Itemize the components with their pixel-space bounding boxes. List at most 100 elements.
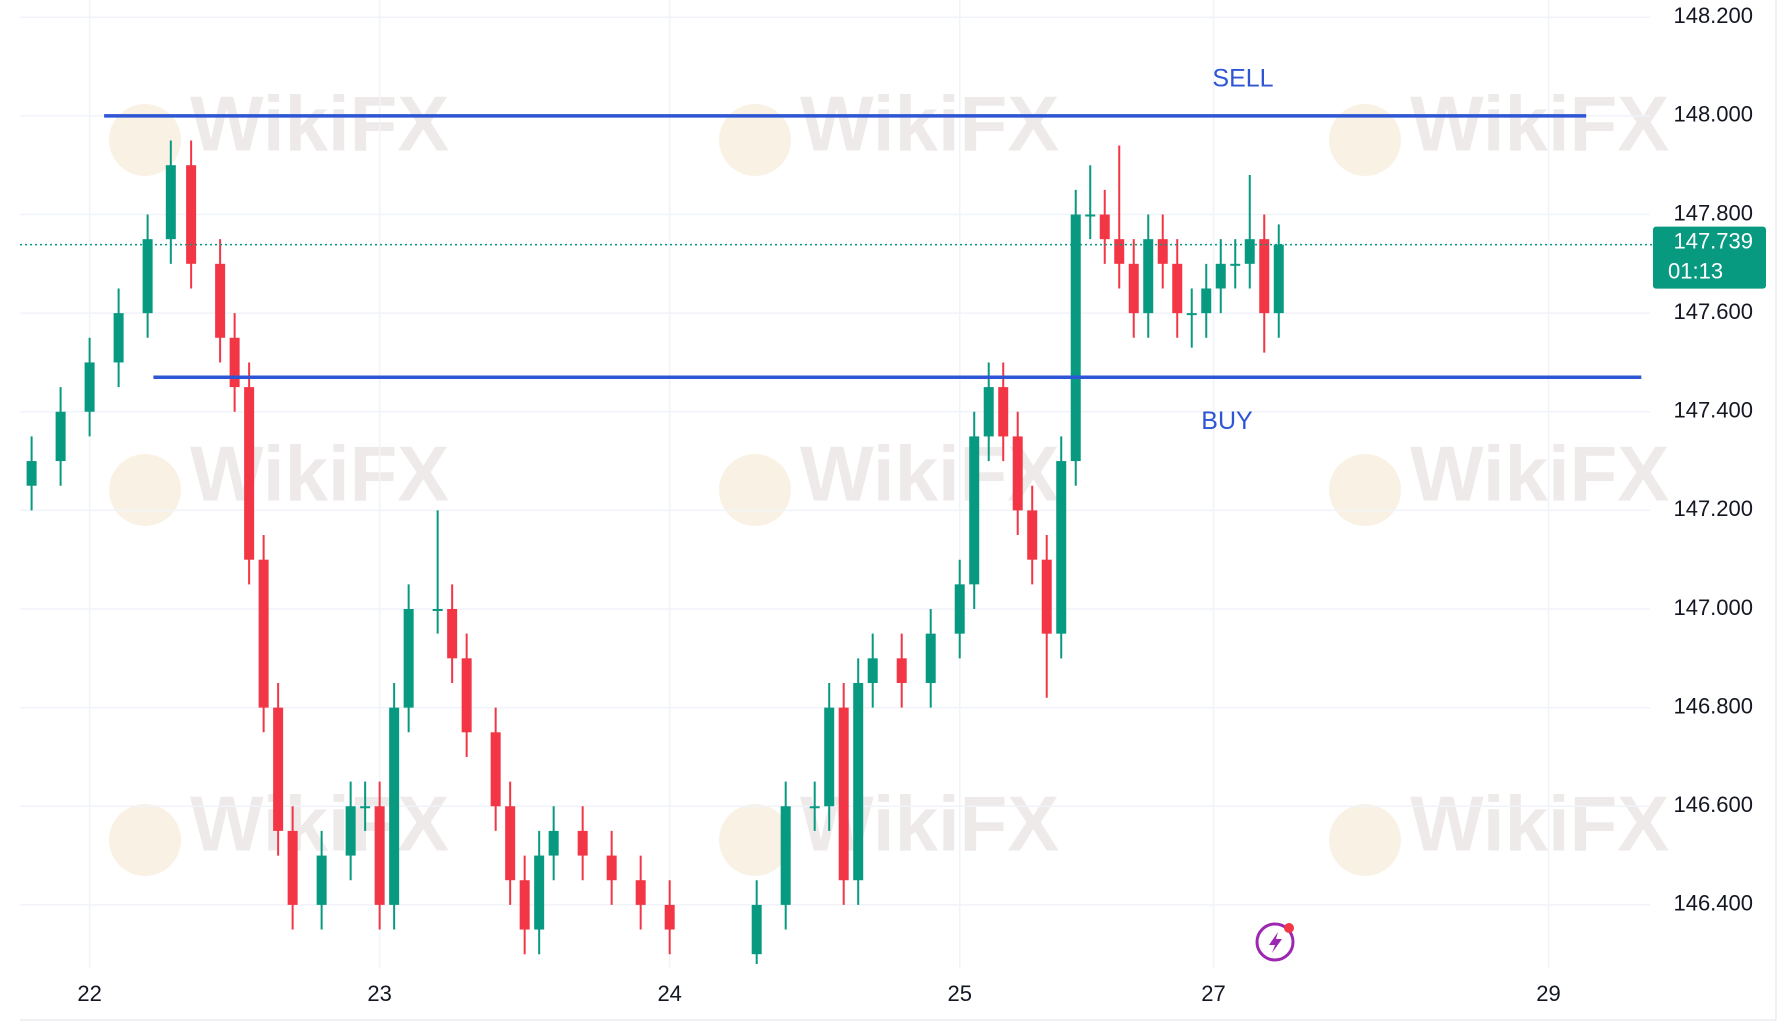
candle-body [809, 806, 820, 809]
y-tick-label: 146.400 [1673, 891, 1753, 916]
candle-body [84, 362, 95, 412]
candle-body [316, 855, 327, 905]
candle-body [461, 658, 472, 733]
candle-body [664, 904, 675, 930]
watermark: WikiFX [1410, 430, 1669, 518]
watermark-logo [719, 104, 791, 176]
candle-body [432, 609, 443, 612]
candle-body [287, 830, 298, 905]
watermark-logo [1329, 104, 1401, 176]
candle-body [1215, 263, 1226, 289]
candle-body [229, 337, 240, 388]
countdown: 01:13 [1668, 258, 1723, 283]
candle-body [55, 411, 66, 462]
candle-body [403, 609, 414, 708]
candle-body [635, 880, 646, 905]
candle-body [954, 584, 965, 634]
y-tick-label: 147.800 [1673, 200, 1753, 225]
icon-bolt [1269, 932, 1282, 953]
watermark-logo [109, 104, 181, 176]
y-tick-label: 148.000 [1673, 102, 1753, 127]
x-tick-label: 23 [367, 981, 391, 1006]
candle-body [505, 806, 516, 881]
watermark: WikiFX [1410, 80, 1669, 168]
y-tick-label: 147.000 [1673, 595, 1753, 620]
y-tick-label: 147.400 [1673, 398, 1753, 423]
candle-body [853, 682, 864, 881]
candle-body [534, 855, 545, 930]
x-tick-label: 25 [947, 981, 971, 1006]
watermark-logo [109, 804, 181, 876]
watermark: WikiFX [1410, 780, 1669, 868]
candle-body [345, 806, 356, 856]
candle-body [186, 165, 197, 264]
candle-body [577, 830, 588, 856]
y-tick-label: 147.600 [1673, 299, 1753, 324]
candle-body [969, 436, 980, 585]
candle-body [548, 830, 559, 856]
candle-body [519, 880, 530, 930]
candle-body [1230, 263, 1241, 266]
candle-body [258, 559, 269, 708]
candle-body [867, 658, 878, 683]
lightning-icon[interactable] [1255, 922, 1295, 962]
candle-body [1172, 263, 1183, 314]
candle-body [1027, 510, 1038, 560]
last-price-badge [1653, 226, 1766, 289]
level-label: SELL [1212, 64, 1273, 92]
candle-body [1186, 313, 1197, 316]
candle-body [1114, 239, 1125, 264]
y-tick-label: 147.200 [1673, 496, 1753, 521]
candle-body [896, 658, 907, 683]
y-tick-label: 146.600 [1673, 792, 1753, 817]
watermark-logo [109, 454, 181, 526]
candle-body [273, 707, 284, 831]
icon-dot [1284, 923, 1294, 933]
candle-body [374, 806, 385, 905]
candle-body [389, 707, 400, 905]
candle-body [165, 165, 176, 240]
candle-body [824, 707, 835, 807]
last-price-label: 147.739 [1673, 228, 1753, 253]
watermark-logo [1329, 454, 1401, 526]
candle-body [215, 263, 226, 338]
candle-body [998, 387, 1009, 437]
candle-body [780, 806, 791, 905]
candle-body [606, 855, 617, 881]
candle-body [751, 904, 762, 955]
candle-body [1259, 239, 1270, 314]
candle-body [1041, 559, 1052, 634]
candle-body [1128, 263, 1139, 314]
icon-ring [1255, 922, 1295, 962]
candle-body [113, 313, 124, 363]
candle-body [360, 806, 371, 809]
candle-body [447, 609, 458, 659]
candle-body [925, 633, 936, 683]
watermark: WikiFX [190, 780, 449, 868]
candle-body [1143, 239, 1154, 314]
candle-body [1273, 244, 1284, 314]
candle-body [142, 239, 153, 314]
x-tick-label: 27 [1201, 981, 1225, 1006]
candle-body [1012, 436, 1023, 511]
watermark: WikiFX [190, 430, 449, 518]
candle-body [838, 707, 849, 881]
candle-body [1244, 239, 1255, 264]
x-tick-label: 29 [1536, 981, 1560, 1006]
y-tick-label: 148.200 [1673, 3, 1753, 28]
watermark-logo [1329, 804, 1401, 876]
watermark: WikiFX [800, 80, 1059, 168]
candle-body [1085, 214, 1096, 217]
candle-body [1070, 214, 1081, 462]
watermark-logo [719, 454, 791, 526]
candle-body [1056, 461, 1067, 634]
level-label: BUY [1201, 407, 1253, 435]
candle-body [983, 387, 994, 437]
watermark: WikiFX [190, 80, 449, 168]
candle-body [244, 387, 255, 560]
x-tick-label: 22 [77, 981, 101, 1006]
x-tick-label: 24 [657, 981, 681, 1006]
y-tick-label: 146.800 [1673, 693, 1753, 718]
